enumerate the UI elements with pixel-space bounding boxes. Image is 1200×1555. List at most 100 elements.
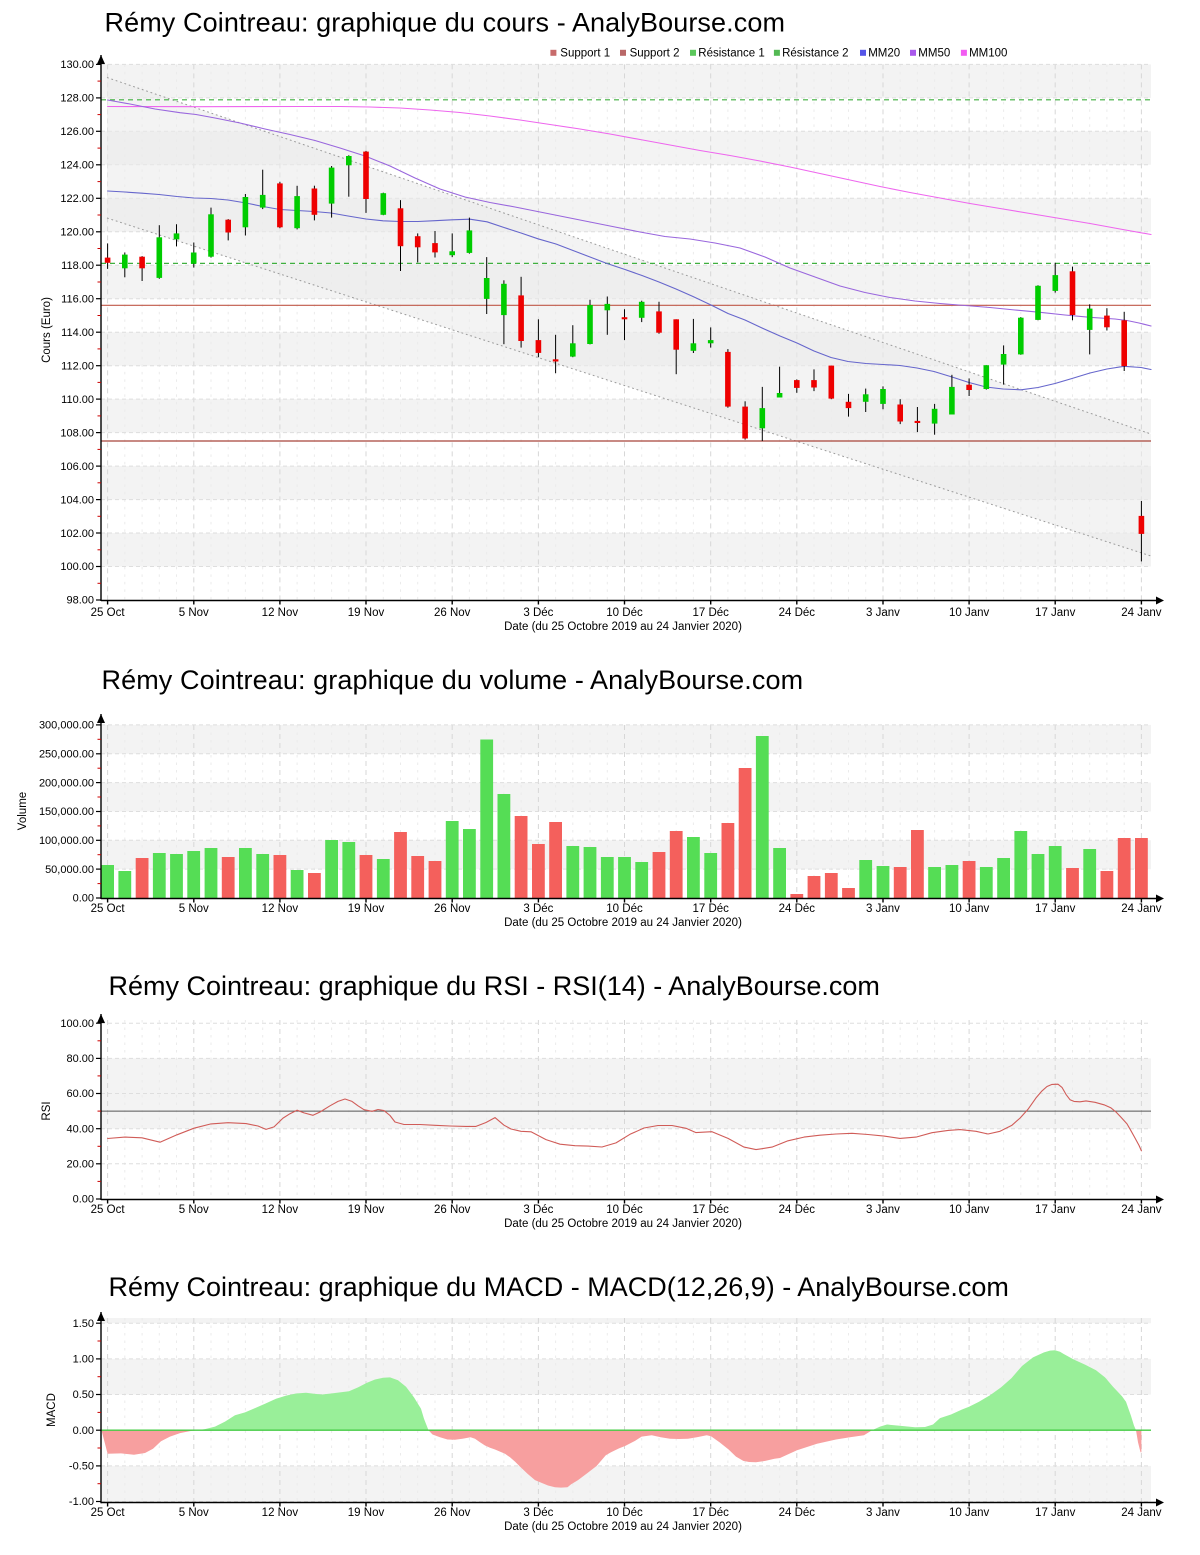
svg-text:MM20: MM20 bbox=[868, 48, 900, 60]
svg-text:17 Déc: 17 Déc bbox=[692, 903, 729, 915]
svg-text:Date (du 25 Octobre 2019 au 24: Date (du 25 Octobre 2019 au 24 Janvier 2… bbox=[504, 1218, 742, 1230]
svg-text:10 Déc: 10 Déc bbox=[606, 607, 643, 619]
svg-text:3 Déc: 3 Déc bbox=[523, 1204, 553, 1216]
svg-text:12 Nov: 12 Nov bbox=[262, 903, 299, 915]
svg-text:250,000.00: 250,000.00 bbox=[39, 749, 94, 761]
svg-text:MM100: MM100 bbox=[969, 48, 1007, 60]
svg-text:17 Janv: 17 Janv bbox=[1035, 607, 1076, 619]
svg-text:12 Nov: 12 Nov bbox=[262, 1507, 299, 1519]
svg-text:MACD: MACD bbox=[46, 1393, 58, 1427]
svg-text:26 Nov: 26 Nov bbox=[434, 1204, 471, 1216]
svg-text:80.00: 80.00 bbox=[66, 1053, 94, 1065]
svg-text:10 Déc: 10 Déc bbox=[606, 1204, 643, 1216]
svg-text:Rémy Cointreau: graphique du v: Rémy Cointreau: graphique du volume - An… bbox=[102, 665, 804, 695]
svg-text:17 Déc: 17 Déc bbox=[692, 1204, 729, 1216]
svg-text:10 Janv: 10 Janv bbox=[949, 607, 990, 619]
svg-text:17 Déc: 17 Déc bbox=[692, 607, 729, 619]
svg-text:19 Nov: 19 Nov bbox=[348, 903, 385, 915]
svg-text:10 Janv: 10 Janv bbox=[949, 1204, 990, 1216]
svg-text:104.00: 104.00 bbox=[60, 494, 94, 506]
svg-text:Support 2: Support 2 bbox=[630, 48, 680, 60]
svg-text:Rémy Cointreau: graphique du c: Rémy Cointreau: graphique du cours - Ana… bbox=[105, 8, 786, 38]
svg-text:24 Déc: 24 Déc bbox=[779, 1204, 816, 1216]
svg-text:106.00: 106.00 bbox=[60, 461, 94, 473]
svg-text:24 Déc: 24 Déc bbox=[779, 903, 816, 915]
svg-text:10 Déc: 10 Déc bbox=[606, 1507, 643, 1519]
svg-text:24 Déc: 24 Déc bbox=[779, 1507, 816, 1519]
svg-text:20.00: 20.00 bbox=[66, 1159, 94, 1171]
svg-text:116.00: 116.00 bbox=[61, 293, 94, 305]
svg-text:Rémy Cointreau: graphique du R: Rémy Cointreau: graphique du RSI - RSI(1… bbox=[109, 971, 880, 1001]
svg-text:102.00: 102.00 bbox=[60, 528, 94, 540]
svg-text:25 Oct: 25 Oct bbox=[91, 1507, 126, 1519]
svg-text:50,000.00: 50,000.00 bbox=[45, 864, 94, 876]
svg-text:26 Nov: 26 Nov bbox=[434, 607, 471, 619]
svg-text:12 Nov: 12 Nov bbox=[262, 1204, 299, 1216]
svg-text:10 Janv: 10 Janv bbox=[949, 903, 990, 915]
svg-text:3 Janv: 3 Janv bbox=[866, 1204, 900, 1216]
svg-text:3 Déc: 3 Déc bbox=[523, 1507, 553, 1519]
svg-text:24 Janv: 24 Janv bbox=[1121, 607, 1162, 619]
svg-text:300,000.00: 300,000.00 bbox=[39, 720, 94, 732]
svg-text:100.00: 100.00 bbox=[60, 561, 94, 573]
svg-text:24 Janv: 24 Janv bbox=[1121, 903, 1162, 915]
svg-text:3 Déc: 3 Déc bbox=[523, 903, 553, 915]
svg-text:19 Nov: 19 Nov bbox=[348, 1204, 385, 1216]
svg-text:5 Nov: 5 Nov bbox=[179, 1507, 209, 1519]
svg-text:120.00: 120.00 bbox=[60, 227, 94, 239]
svg-text:Date (du 25 Octobre 2019 au 24: Date (du 25 Octobre 2019 au 24 Janvier 2… bbox=[504, 621, 742, 633]
svg-text:100,000.00: 100,000.00 bbox=[39, 835, 94, 847]
svg-text:Cours (Euro): Cours (Euro) bbox=[41, 297, 53, 363]
svg-text:114.00: 114.00 bbox=[61, 327, 94, 339]
svg-text:0.00: 0.00 bbox=[73, 893, 94, 905]
svg-text:3 Janv: 3 Janv bbox=[866, 607, 900, 619]
svg-text:112.00: 112.00 bbox=[61, 360, 94, 372]
svg-text:0.50: 0.50 bbox=[73, 1389, 94, 1401]
svg-text:200,000.00: 200,000.00 bbox=[39, 777, 94, 789]
svg-text:3 Janv: 3 Janv bbox=[866, 1507, 900, 1519]
svg-text:130.00: 130.00 bbox=[60, 59, 94, 71]
svg-text:19 Nov: 19 Nov bbox=[348, 1507, 385, 1519]
svg-text:24 Janv: 24 Janv bbox=[1121, 1204, 1162, 1216]
svg-text:25 Oct: 25 Oct bbox=[91, 607, 126, 619]
svg-text:17 Janv: 17 Janv bbox=[1035, 1204, 1076, 1216]
svg-text:1.50: 1.50 bbox=[73, 1318, 94, 1330]
svg-text:3 Déc: 3 Déc bbox=[523, 607, 553, 619]
svg-text:24 Janv: 24 Janv bbox=[1121, 1507, 1162, 1519]
svg-text:40.00: 40.00 bbox=[66, 1123, 94, 1135]
svg-text:26 Nov: 26 Nov bbox=[434, 903, 471, 915]
svg-text:1.00: 1.00 bbox=[73, 1354, 94, 1366]
svg-text:12 Nov: 12 Nov bbox=[262, 607, 299, 619]
svg-text:Date (du 25 Octobre 2019 au 24: Date (du 25 Octobre 2019 au 24 Janvier 2… bbox=[504, 917, 742, 929]
svg-text:MM50: MM50 bbox=[918, 48, 950, 60]
svg-text:17 Déc: 17 Déc bbox=[692, 1507, 729, 1519]
svg-text:128.00: 128.00 bbox=[60, 93, 94, 105]
svg-text:17 Janv: 17 Janv bbox=[1035, 903, 1076, 915]
svg-text:110.00: 110.00 bbox=[61, 394, 94, 406]
svg-text:124.00: 124.00 bbox=[60, 160, 94, 172]
svg-text:3 Janv: 3 Janv bbox=[866, 903, 900, 915]
svg-text:150,000.00: 150,000.00 bbox=[39, 806, 94, 818]
svg-text:122.00: 122.00 bbox=[60, 193, 94, 205]
svg-text:Rémy Cointreau: graphique du M: Rémy Cointreau: graphique du MACD - MACD… bbox=[109, 1272, 1009, 1302]
svg-text:19 Nov: 19 Nov bbox=[348, 607, 385, 619]
svg-text:98.00: 98.00 bbox=[66, 595, 94, 607]
svg-text:25 Oct: 25 Oct bbox=[91, 1204, 126, 1216]
svg-text:118.00: 118.00 bbox=[61, 260, 94, 272]
svg-text:5 Nov: 5 Nov bbox=[179, 607, 209, 619]
svg-text:108.00: 108.00 bbox=[60, 427, 94, 439]
svg-text:5 Nov: 5 Nov bbox=[179, 903, 209, 915]
svg-text:-1.00: -1.00 bbox=[69, 1496, 94, 1508]
svg-text:100.00: 100.00 bbox=[60, 1018, 94, 1030]
svg-text:Résistance 1: Résistance 1 bbox=[698, 48, 764, 60]
svg-text:26 Nov: 26 Nov bbox=[434, 1507, 471, 1519]
svg-text:0.00: 0.00 bbox=[73, 1194, 94, 1206]
svg-text:25 Oct: 25 Oct bbox=[91, 903, 126, 915]
svg-text:-0.50: -0.50 bbox=[69, 1461, 94, 1473]
svg-text:126.00: 126.00 bbox=[60, 126, 94, 138]
svg-text:0.00: 0.00 bbox=[73, 1425, 94, 1437]
svg-text:5 Nov: 5 Nov bbox=[179, 1204, 209, 1216]
svg-text:Date (du 25 Octobre 2019 au 24: Date (du 25 Octobre 2019 au 24 Janvier 2… bbox=[504, 1521, 742, 1533]
svg-text:Résistance 2: Résistance 2 bbox=[782, 48, 848, 60]
svg-text:24 Déc: 24 Déc bbox=[779, 607, 816, 619]
